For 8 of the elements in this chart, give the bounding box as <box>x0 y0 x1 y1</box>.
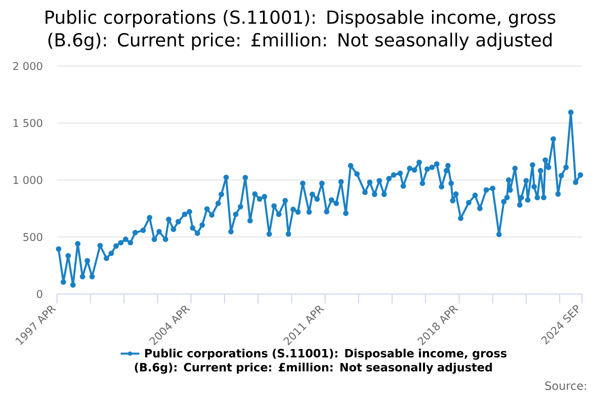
source-note: Source: <box>545 381 586 390</box>
y-tick-label: 1 500 <box>14 118 42 128</box>
chart-title: Public corporations (S.11001): Disposable income, gross (B.6g): Current price: £million: Not seasonally adjusted <box>46 10 556 50</box>
legend-label: Public corporations (S.11001): Disposable income, gross (B.6g): Current price: £million: Not seasonally adjusted <box>134 348 507 374</box>
y-tick-label: 0 <box>36 290 42 298</box>
y-tick-label: 1 000 <box>14 176 42 184</box>
y-tick-label: 2 000 <box>13 62 42 70</box>
y-tick-label: 500 <box>23 232 42 242</box>
